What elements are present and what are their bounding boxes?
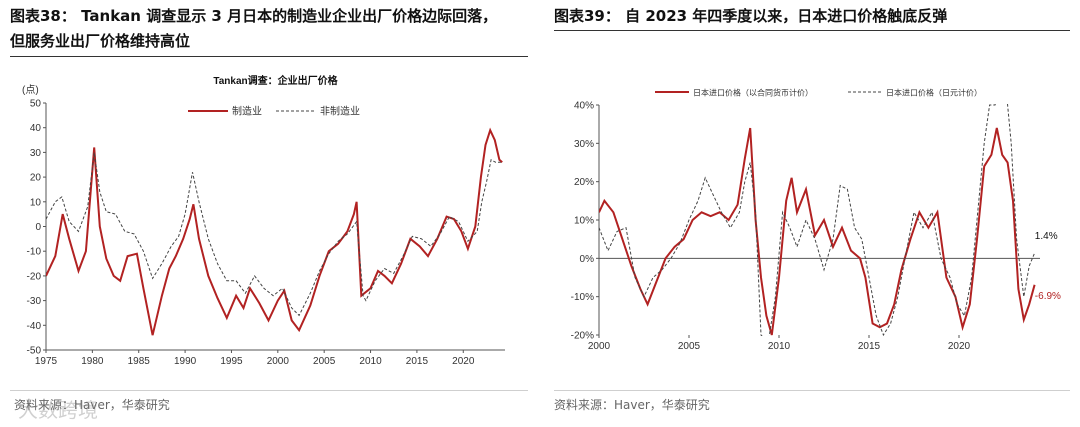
chart-title: Tankan调查：企业出厂价格: [213, 74, 338, 87]
x-tick-label: 2015: [406, 356, 429, 367]
x-tick-label: 2015: [858, 341, 881, 352]
x-tick-label: 2020: [948, 341, 971, 352]
x-tick-label: 2000: [267, 356, 290, 367]
x-tick-label: 2000: [588, 341, 611, 352]
y-tick-label: 40: [30, 123, 42, 134]
y-tick-label: 30%: [574, 139, 594, 150]
x-tick-label: 2005: [678, 341, 701, 352]
y-tick-label: 0%: [580, 254, 595, 265]
legend-label: 日本进口价格（日元计价）: [886, 88, 982, 98]
y-tick-label: 30: [30, 148, 42, 159]
series-line-solid: [46, 127, 503, 336]
x-tick-label: 2010: [768, 341, 791, 352]
left-figure-title: 图表38： Tankan 调查显示 3 月日本的制造业企业出厂价格边际回落， 但…: [10, 4, 530, 54]
right-figure-title: 图表39： 自 2023 年四季度以来，日本进口价格触底反弹: [554, 7, 948, 25]
right-chart: -20% -10% 0% 10% 20% 30% 40% 2000 2005 2010 2015 20…: [571, 88, 1061, 353]
y-tick-label: -10%: [571, 292, 594, 303]
value-annotation: 1.4%: [1035, 231, 1058, 242]
y-tick-label: -10: [27, 247, 42, 258]
left-figure-panel: 图表38： Tankan 调查显示 3 月日本的制造业企业出厂价格边际回落， 但…: [10, 4, 530, 412]
y-tick-label: -20%: [571, 331, 594, 342]
x-tick-label: 2020: [452, 356, 475, 367]
right-source-note: 资料来源：Haver，华泰研究: [554, 398, 710, 412]
y-tick-label: 20%: [574, 177, 594, 188]
left-source-rule: [10, 390, 528, 391]
left-title-line1: 图表38： Tankan 调查显示 3 月日本的制造业企业出厂价格边际回落，: [10, 7, 498, 25]
right-figure-panel: 图表39： 自 2023 年四季度以来，日本进口价格触底反弹 -20% -10% 0…: [540, 0, 1080, 427]
y-tick-label: -20: [27, 271, 42, 282]
legend-label: 日本进口价格（以合同货币计价）: [693, 88, 813, 98]
y-axis-label: (点): [22, 84, 39, 96]
y-tick-label: 50: [30, 99, 42, 110]
series-group: [599, 104, 1036, 336]
x-tick-label: 1980: [81, 356, 104, 367]
x-tick-label: 2005: [313, 356, 336, 367]
x-tick-label: 1995: [220, 356, 243, 367]
value-annotation: -6.9%: [1035, 291, 1061, 302]
watermark: 大数跨境: [18, 398, 98, 422]
y-tick-label: 20: [30, 173, 42, 184]
y-tick-label: 10: [30, 197, 42, 208]
legend-label: 制造业: [232, 105, 262, 118]
y-tick-label: 40%: [574, 101, 594, 112]
series-group: [46, 127, 503, 336]
left-title-line2: 但服务业出厂价格维持高位: [10, 32, 191, 50]
legend-label: 非制造业: [320, 105, 360, 118]
series-line-dashed: [599, 104, 1036, 336]
x-tick-label: 2010: [359, 356, 382, 367]
right-source-rule: [554, 390, 1070, 391]
x-tick-label: 1975: [35, 356, 58, 367]
left-title-rule: [10, 56, 528, 57]
x-tick-label: 1985: [128, 356, 151, 367]
x-tick-label: 1990: [174, 356, 197, 367]
y-tick-label: -50: [27, 346, 42, 357]
y-tick-label: 0: [35, 222, 41, 233]
left-source-note: 资料来源：Haver，华泰研究: [14, 398, 170, 412]
left-chart: -50 -40 -30 -20 -10 0 10 20 30 40 50 1975 1980 1985 19…: [22, 74, 505, 367]
y-tick-label: -40: [27, 321, 42, 332]
series-line-solid: [599, 127, 1036, 336]
y-tick-label: -30: [27, 296, 42, 307]
right-title-rule: [554, 30, 1070, 31]
series-line-dashed: [46, 152, 503, 317]
y-tick-label: 10%: [574, 216, 594, 227]
